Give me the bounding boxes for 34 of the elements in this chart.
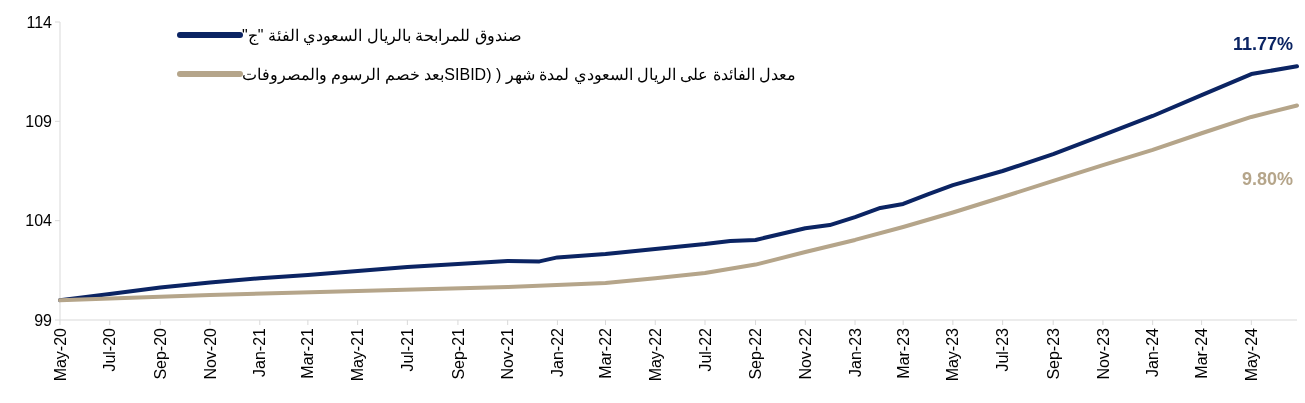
x-tick-label: May-23 (944, 327, 962, 382)
annotation: 11.77% (1232, 34, 1293, 55)
x-tick-label: May-21 (349, 327, 367, 382)
x-tick-label: Sep-20 (151, 327, 169, 380)
x-tick-label: Jul-23 (994, 327, 1012, 372)
x-tick-label: Jul-22 (696, 327, 714, 372)
y-tick-label: 99 (34, 311, 53, 329)
line-series (58, 103, 1299, 303)
annotation: 9.80% (1241, 169, 1293, 190)
y-tick-label: 104 (25, 212, 53, 230)
x-tick-label: Sep-23 (1044, 327, 1062, 380)
x-tick-label: May-20 (51, 327, 69, 382)
x-tick-label: Sep-22 (747, 327, 765, 380)
x-tick-label: Jan-23 (846, 327, 864, 377)
legend-label: معدل الفائدة على الريال السعودي لمدة شهر ( (SIBIDبعد خصم الرسوم والمصروفات (242, 65, 797, 84)
x-tick-label: Nov-20 (201, 327, 219, 380)
x-tick-label: Jul-20 (101, 327, 119, 372)
x-tick-label: Mar-22 (597, 327, 615, 379)
x-tick-label: Nov-23 (1094, 327, 1112, 380)
x-tick-label: Jan-22 (549, 327, 567, 377)
x-tick-label: Nov-22 (796, 327, 814, 380)
x-tick-label: Nov-21 (499, 327, 517, 380)
x-tick-label: Jul-21 (398, 327, 416, 372)
x-tick-label: Mar-23 (894, 327, 912, 379)
x-tick-label: Mar-24 (1193, 327, 1211, 379)
x-tick-label: Jan-21 (251, 327, 269, 377)
x-tick-label: Mar-21 (299, 327, 317, 379)
x-tick-label: May-22 (646, 327, 664, 382)
x-tick-label: May-24 (1242, 327, 1260, 382)
y-tick-label: 114 (26, 13, 53, 31)
y-tick-label: 109 (25, 112, 53, 130)
x-tick-label: Jan-24 (1144, 327, 1162, 377)
legend-label: صندوق للمرابحة بالريال السعودي الفئة "ج" (242, 26, 522, 45)
x-tick-label: Sep-21 (449, 327, 467, 380)
